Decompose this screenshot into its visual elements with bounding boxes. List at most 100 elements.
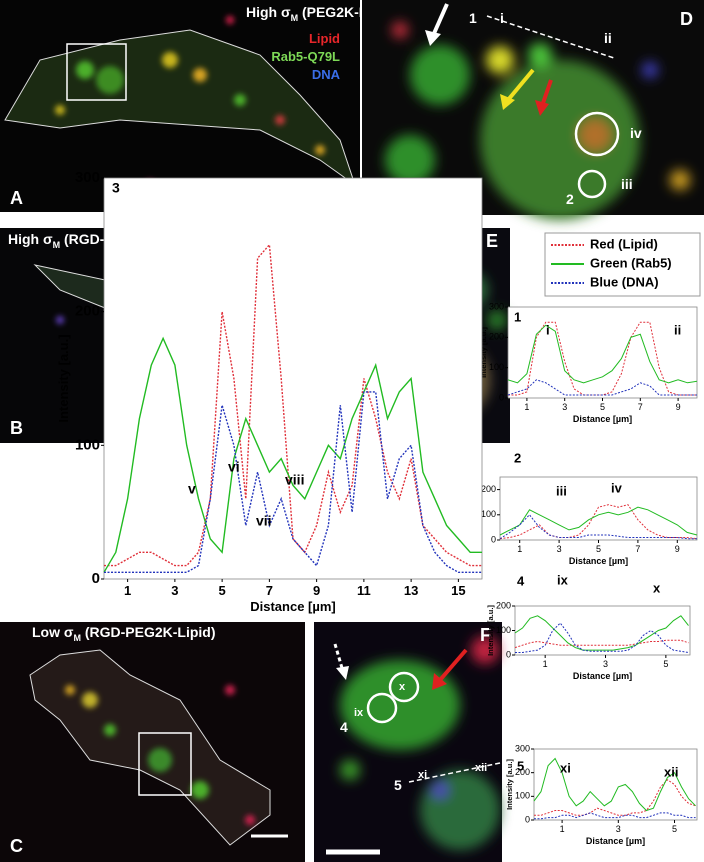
y-tick-label: 100 xyxy=(75,436,100,453)
series-line xyxy=(499,506,698,536)
x-tick-label: 9 xyxy=(675,544,680,554)
annotation: v xyxy=(188,481,196,497)
chart-label: 5 xyxy=(517,758,524,773)
arrow-head xyxy=(425,30,441,46)
x-tick-label: 9 xyxy=(676,402,681,412)
panel-d: 1 i ii iv iii 2 D xyxy=(362,0,704,220)
x-axis-label: Distance [µm] xyxy=(586,836,645,846)
panel-title: Low σM (RGD-PEG2K-Lipid) xyxy=(32,624,216,643)
y-tick-label: 200 xyxy=(481,484,496,494)
title-sub: M xyxy=(73,633,81,643)
roi-circle xyxy=(366,692,398,724)
legend-text: Rab5-Q79L xyxy=(271,49,340,64)
y-tick-label: 100 xyxy=(489,362,504,372)
x-axis-label: Distance [µm] xyxy=(250,599,336,614)
y-tick-label: 0 xyxy=(491,534,496,544)
y-tick-label: 300 xyxy=(489,301,504,311)
series-line xyxy=(103,336,482,573)
roi-label: ii xyxy=(604,30,612,46)
x-tick-label: 13 xyxy=(404,583,418,598)
annotation: viii xyxy=(285,472,304,488)
arrow xyxy=(430,3,449,39)
y-tick-label: 100 xyxy=(481,509,496,519)
x-axis-label: Distance [µm] xyxy=(573,414,632,424)
y-axis-label: Intensity [a.u.] xyxy=(479,327,488,378)
x-tick-label: 7 xyxy=(635,544,640,554)
y-tick-label: 200 xyxy=(75,303,100,320)
arrow xyxy=(540,79,553,107)
chart-label: 3 xyxy=(112,180,120,196)
x-tick-label: 1 xyxy=(560,824,565,834)
roi-label: 5 xyxy=(394,777,402,793)
roi-label: iv xyxy=(630,125,642,141)
title-text: High σ xyxy=(8,231,53,247)
panel-f: x ix 4 xii xi 5 F xyxy=(314,622,502,862)
arrow-head xyxy=(535,100,549,116)
x-tick-label: 3 xyxy=(171,583,178,598)
panel-c: Low σM (RGD-PEG2K-Lipid) C xyxy=(0,622,305,862)
x-tick-label: 3 xyxy=(603,659,608,669)
annotation: ii xyxy=(674,322,681,337)
roi-label: 2 xyxy=(566,191,574,207)
title-sub: M xyxy=(53,240,61,250)
roi-label: 4 xyxy=(340,719,348,735)
x-tick-label: 15 xyxy=(451,583,465,598)
x-tick-label: 11 xyxy=(357,583,371,598)
y-axis-label: Intensity [a.u.] xyxy=(505,759,514,810)
roi-label: xii xyxy=(475,762,487,774)
y-axis-label: Intensity [a.u.] xyxy=(486,605,495,656)
arrow-head xyxy=(336,666,349,680)
plot-frame xyxy=(499,476,698,541)
y-tick-label: 0 xyxy=(506,649,511,659)
zoom-box xyxy=(66,43,127,101)
x-tick-label: 3 xyxy=(557,544,562,554)
x-tick-label: 1 xyxy=(517,544,522,554)
roi-label: 1 xyxy=(469,10,477,26)
annotation: vi xyxy=(228,459,240,475)
vesicles xyxy=(385,22,690,220)
x-tick-label: 3 xyxy=(616,824,621,834)
title-text: (RGD-PEG2K-Lipid) xyxy=(81,624,216,640)
roi-circle xyxy=(574,111,620,157)
annotation: iv xyxy=(611,480,623,495)
y-tick-label: 200 xyxy=(496,600,511,610)
chart-label: 4 xyxy=(517,573,525,588)
roi-circle xyxy=(388,671,420,703)
annotation: xii xyxy=(664,764,678,779)
arrow-head xyxy=(500,94,515,110)
series-line xyxy=(534,779,696,816)
vesicles xyxy=(340,636,500,850)
panel-letter: F xyxy=(480,625,491,645)
y-tick-label: 100 xyxy=(515,791,530,801)
series-line xyxy=(507,324,698,384)
y-tick-label: 200 xyxy=(489,332,504,342)
x-tick-label: 7 xyxy=(638,402,643,412)
series-line xyxy=(533,757,696,812)
annotation: i xyxy=(546,322,550,337)
annotation: vii xyxy=(256,513,272,529)
panel-letter: B xyxy=(10,418,23,438)
chart-label: 2 xyxy=(514,450,521,465)
y-tick-label: 0 xyxy=(92,570,100,587)
y-tick-label: 100 xyxy=(496,625,511,635)
x-tick-label: 1 xyxy=(524,402,529,412)
panel-letter: C xyxy=(10,836,23,856)
series-line xyxy=(507,379,697,396)
legend-label: Green (Rab5) xyxy=(590,255,672,270)
arrow xyxy=(438,648,468,682)
legend-text: DNA xyxy=(312,67,341,82)
annotation: ix xyxy=(557,572,569,587)
series-line xyxy=(499,514,697,540)
series-line xyxy=(508,321,697,396)
profile-line xyxy=(486,15,615,59)
annotation: iii xyxy=(556,483,567,498)
y-tick-label: 0 xyxy=(499,392,504,402)
y-tick-label: 300 xyxy=(75,169,100,186)
x-tick-label: 5 xyxy=(672,824,677,834)
plot-frame xyxy=(103,177,483,580)
panel-letter: D xyxy=(680,9,693,29)
annotation: xi xyxy=(560,760,571,775)
x-tick-label: 5 xyxy=(596,544,601,554)
